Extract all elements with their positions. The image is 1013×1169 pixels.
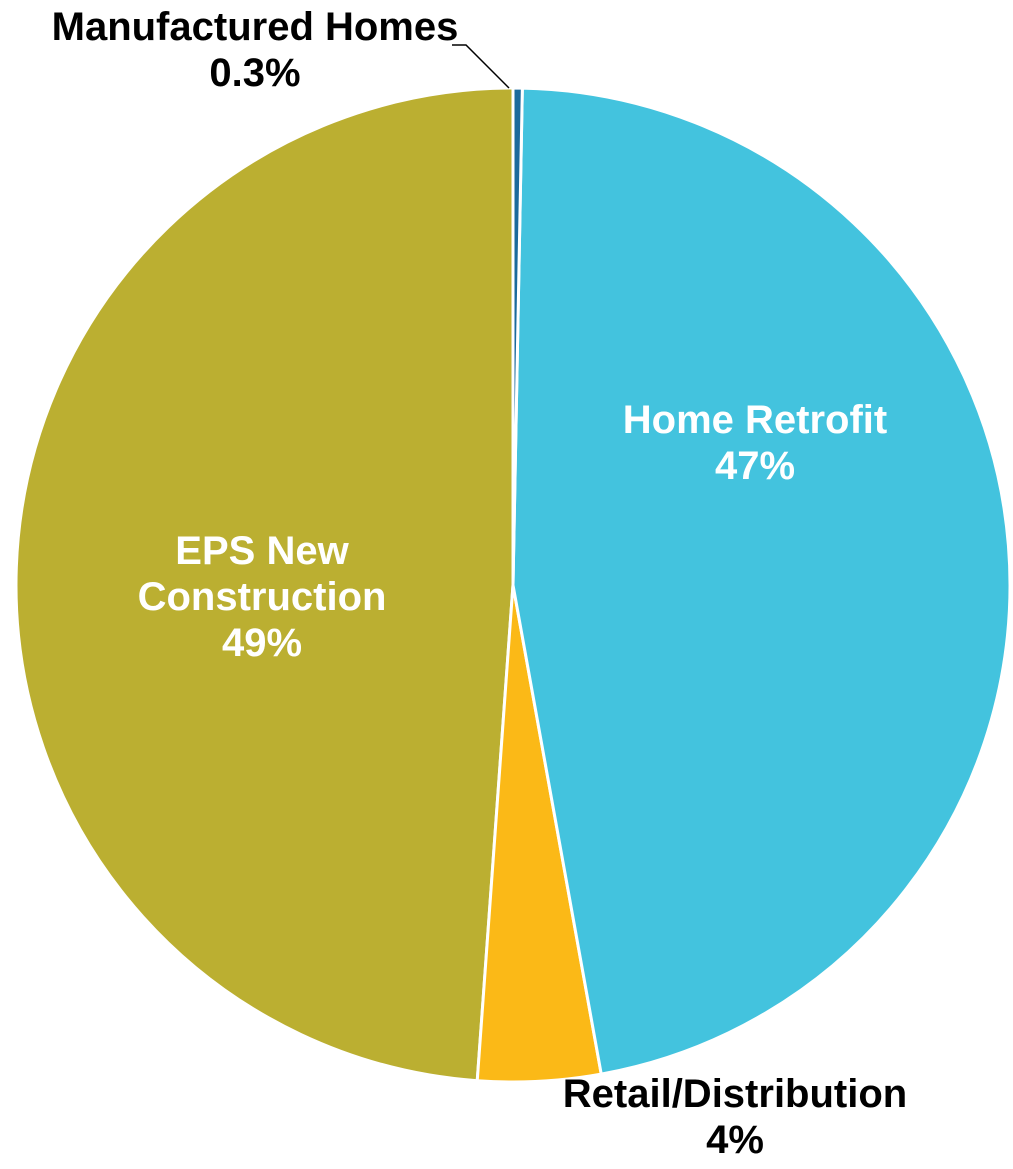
slice-label: Home Retrofit 47%	[555, 397, 955, 489]
category-label: Manufactured Homes	[51, 5, 459, 49]
slice-label: EPS New Construction 49%	[112, 528, 412, 666]
category-label: Retail/Distribution	[562, 1072, 908, 1116]
value-label: 4%	[706, 1118, 764, 1162]
slice-label: Retail/Distribution 4%	[485, 1071, 985, 1163]
leader-line	[452, 44, 510, 89]
pie-slice	[14, 86, 515, 1083]
value-label: 49%	[221, 621, 303, 665]
value-label: 47%	[714, 444, 796, 488]
value-label: 0.3%	[209, 51, 301, 95]
slice-label: Manufactured Homes 0.3%	[0, 4, 555, 96]
pie-slice	[511, 86, 1012, 1076]
category-label: EPS New Construction	[137, 529, 387, 619]
category-label: Home Retrofit	[622, 398, 888, 442]
pie-slice	[511, 86, 524, 586]
